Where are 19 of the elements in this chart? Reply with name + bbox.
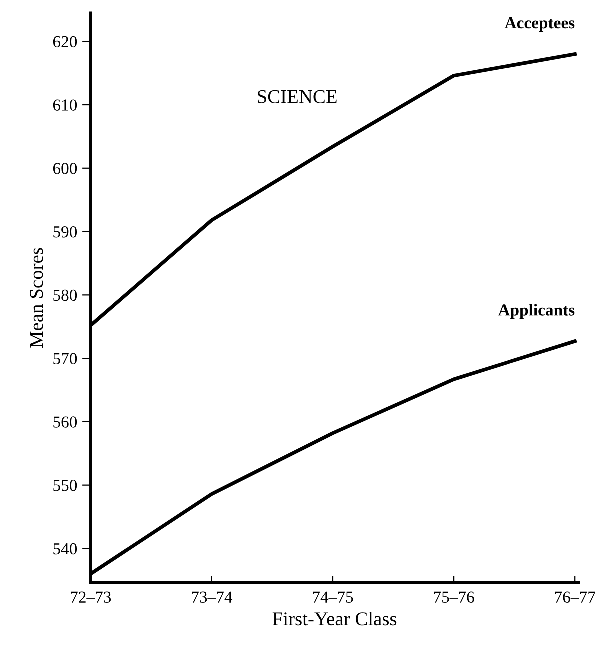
- y-tick-label: 570: [54, 353, 78, 365]
- y-tick-label: 560: [54, 416, 78, 428]
- x-tick-label: 74–75: [313, 592, 354, 604]
- y-tick-label: 620: [53, 36, 78, 48]
- y-tick-label: 590: [54, 226, 78, 238]
- y-tick-label: 550: [54, 480, 78, 492]
- x-tick-label: 73–74: [192, 592, 233, 604]
- y-tick-label: 580: [54, 290, 78, 302]
- series-label: Acceptees: [504, 18, 575, 32]
- text: SCIENCE: [258, 90, 337, 104]
- series-label: Applicants: [498, 304, 575, 320]
- x-axis-title: First-Year Class: [272, 612, 397, 626]
- y-axis-title: Mean Scores: [30, 248, 44, 348]
- y-tick-label: 540: [54, 543, 78, 555]
- x-tick-label: 76–77: [555, 592, 596, 604]
- y-tick-label: 600: [53, 163, 78, 174]
- y-tick-label: 610: [53, 100, 78, 111]
- x-tick-label: 72–73: [71, 592, 112, 604]
- x-tick-label: 75–76: [434, 592, 474, 604]
